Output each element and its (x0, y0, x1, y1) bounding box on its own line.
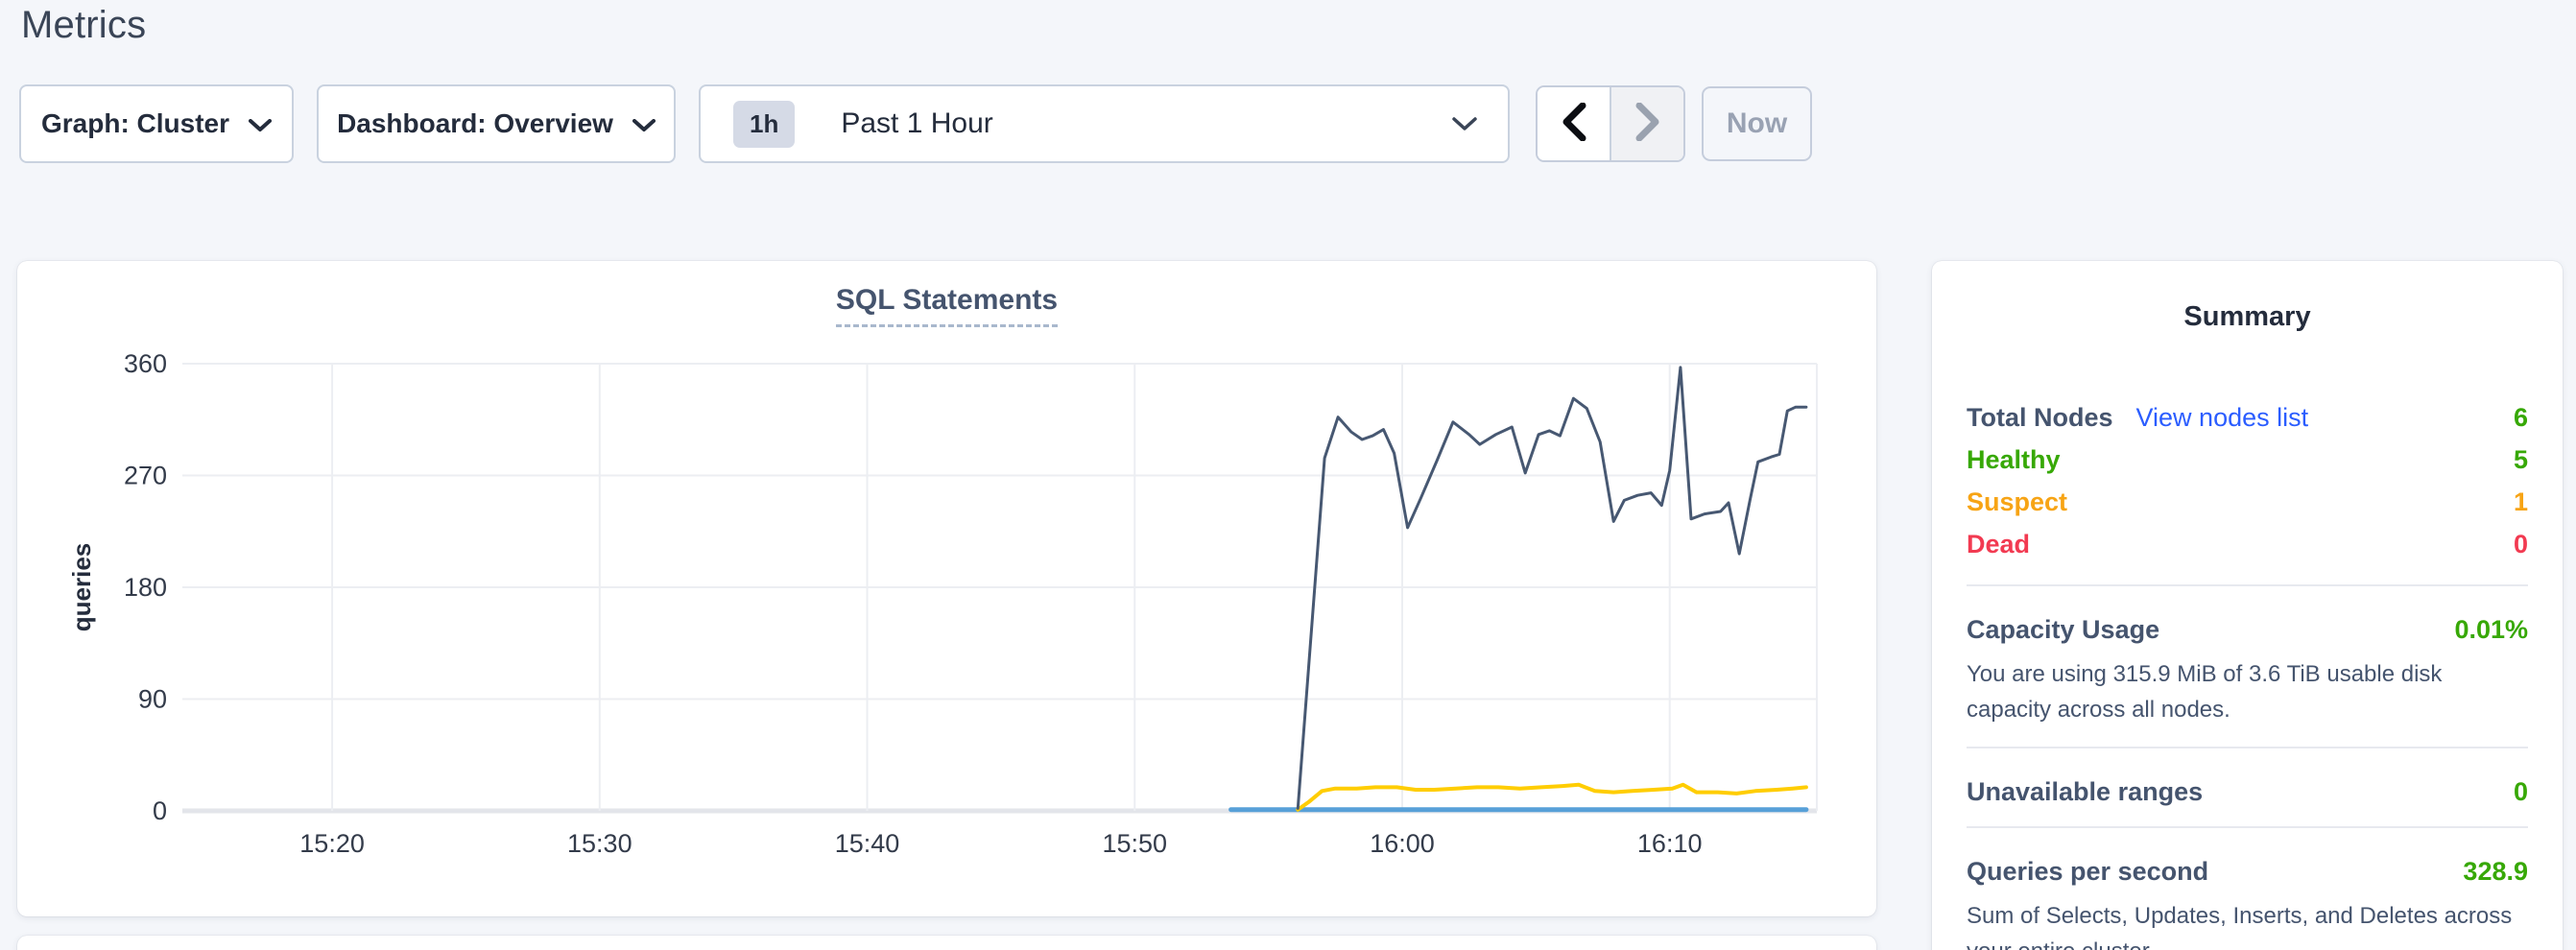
svg-text:queries: queries (67, 543, 96, 632)
healthy-label: Healthy (1967, 444, 2061, 474)
dashboard-dropdown-label: Dashboard: Overview (337, 108, 613, 138)
healthy-value: 5 (2513, 444, 2528, 474)
chevron-down-icon (1452, 107, 1477, 140)
toolbar: Graph: Cluster Dashboard: Overview 1h Pa… (0, 84, 2576, 163)
svg-text:360: 360 (124, 349, 167, 378)
sql-statements-chart[interactable]: 0 90 180 270 360 15:20 15:30 15:40 15:50 16:00 16:… (17, 344, 1859, 910)
view-nodes-list-link[interactable]: View nodes list (2135, 402, 2309, 432)
healthy-nodes-row: Healthy 5 (1967, 439, 2528, 481)
suspect-nodes-row: Suspect 1 (1967, 481, 2528, 523)
suspect-label: Suspect (1967, 487, 2068, 516)
total-nodes-row: Total Nodes View nodes list 6 (1967, 396, 2528, 439)
graph-dropdown-label: Graph: Cluster (40, 108, 230, 138)
dashboard-dropdown[interactable]: Dashboard: Overview (317, 84, 676, 163)
time-range-dropdown[interactable]: 1h Past 1 Hour (699, 84, 1510, 163)
suspect-value: 1 (2513, 487, 2528, 516)
time-range-badge: 1h (733, 100, 796, 148)
chevron-down-icon (249, 108, 273, 139)
unavailable-ranges-section: Unavailable ranges 0 (1967, 777, 2528, 807)
unavailable-ranges-value: 0 (2513, 777, 2528, 806)
capacity-usage-section: Capacity Usage 0.01% You are using 315.9… (1967, 615, 2528, 727)
total-nodes-value: 6 (2513, 402, 2528, 432)
svg-text:90: 90 (138, 685, 167, 714)
svg-text:180: 180 (124, 573, 167, 602)
time-window-pager (1536, 85, 1685, 162)
chart-title[interactable]: SQL Statements (835, 284, 1059, 327)
chevron-right-icon (1635, 102, 1660, 146)
svg-text:270: 270 (124, 462, 167, 490)
sql-statements-card: SQL Statements 0 90 180 270 360 15:20 15:30 15:… (17, 261, 1876, 916)
dead-label: Dead (1967, 529, 2031, 558)
chevron-down-icon (632, 108, 656, 139)
svg-text:16:00: 16:00 (1370, 829, 1435, 858)
queries-per-second-section: Queries per second 328.9 Sum of Selects,… (1967, 857, 2528, 950)
now-button[interactable]: Now (1702, 86, 1812, 161)
summary-title: Summary (2183, 301, 2311, 332)
queries-per-second-label: Queries per second (1967, 857, 2209, 886)
next-time-button[interactable] (1611, 87, 1683, 160)
queries-per-second-value: 328.9 (2463, 857, 2528, 886)
svg-text:15:40: 15:40 (835, 829, 900, 858)
dead-value: 0 (2513, 529, 2528, 558)
prev-time-button[interactable] (1538, 87, 1611, 160)
next-chart-card-partial (17, 936, 1876, 950)
chevron-left-icon (1562, 102, 1586, 146)
dead-nodes-row: Dead 0 (1967, 523, 2528, 565)
svg-text:16:10: 16:10 (1637, 829, 1703, 858)
divider (1967, 747, 2528, 748)
capacity-usage-description: You are using 315.9 MiB of 3.6 TiB usabl… (1967, 661, 2443, 723)
total-nodes-label: Total Nodes (1967, 402, 2113, 432)
svg-text:15:30: 15:30 (567, 829, 632, 858)
time-range-label: Past 1 Hour (841, 107, 993, 139)
summary-panel: Summary Total Nodes View nodes list 6 He… (1932, 261, 2563, 950)
queries-per-second-description: Sum of Selects, Updates, Inserts, and De… (1967, 903, 2513, 950)
unavailable-ranges-label: Unavailable ranges (1967, 777, 2204, 806)
svg-text:15:50: 15:50 (1102, 829, 1167, 858)
svg-text:15:20: 15:20 (299, 829, 365, 858)
page-title: Metrics (21, 4, 147, 46)
chart-title-wrap: SQL Statements (17, 284, 1876, 327)
capacity-usage-value: 0.01% (2454, 615, 2528, 644)
svg-text:0: 0 (153, 796, 167, 825)
divider (1967, 584, 2528, 586)
divider (1967, 826, 2528, 828)
graph-dropdown[interactable]: Graph: Cluster (19, 84, 294, 163)
capacity-usage-label: Capacity Usage (1967, 615, 2160, 644)
